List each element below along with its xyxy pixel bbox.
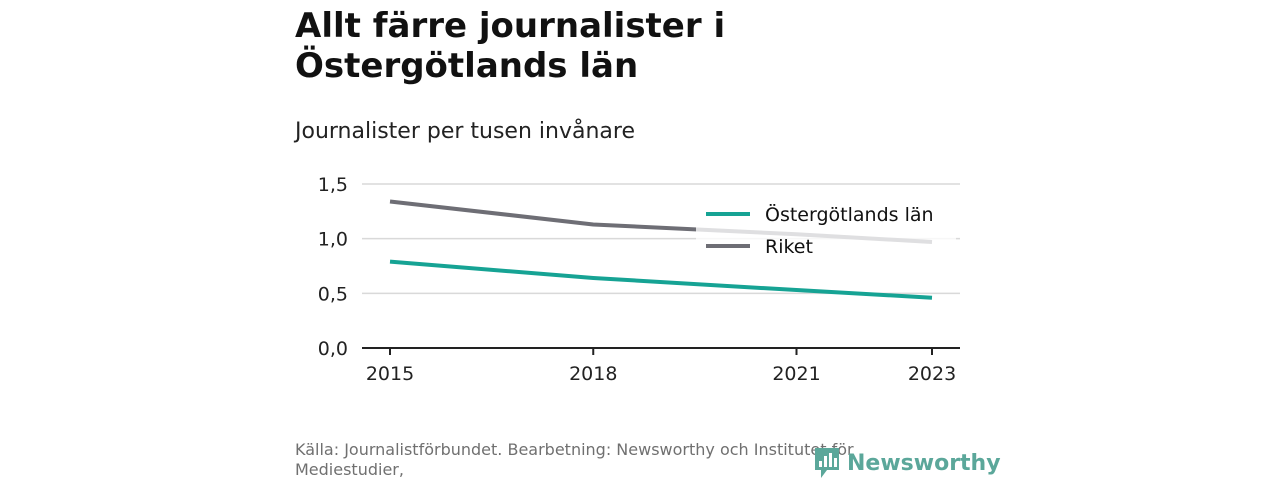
y-tick-label: 1,5 bbox=[318, 174, 348, 196]
chart-title: Allt färre journalister i Östergötlands … bbox=[295, 6, 726, 86]
x-tick-label: 2021 bbox=[772, 363, 820, 385]
legend-label: Riket bbox=[765, 236, 813, 258]
x-tick-label: 2018 bbox=[569, 363, 617, 385]
series-line bbox=[389, 259, 933, 300]
x-tick-label: 2023 bbox=[908, 363, 956, 385]
legend-label: Östergötlands län bbox=[765, 203, 934, 226]
x-tick-label: 2015 bbox=[366, 363, 414, 385]
y-axis-ticks: 0,0 0,5 1,0 1,5 bbox=[318, 174, 348, 360]
y-tick-label: 1,0 bbox=[318, 229, 348, 251]
newsworthy-logo-icon bbox=[815, 448, 839, 478]
brand-logo: Newsworthy bbox=[813, 446, 1001, 480]
brand-name: Newsworthy bbox=[847, 450, 1001, 476]
legend: Östergötlands län Riket bbox=[696, 200, 956, 264]
y-tick-label: 0,5 bbox=[318, 283, 348, 305]
y-tick-label: 0,0 bbox=[318, 338, 348, 360]
chart-subtitle: Journalister per tusen invånare bbox=[295, 119, 635, 144]
x-axis: 2015 2018 2021 2023 bbox=[362, 347, 960, 385]
legend-background bbox=[696, 200, 956, 264]
source-note: Källa: Journalistförbundet. Bearbetning:… bbox=[295, 440, 854, 479]
